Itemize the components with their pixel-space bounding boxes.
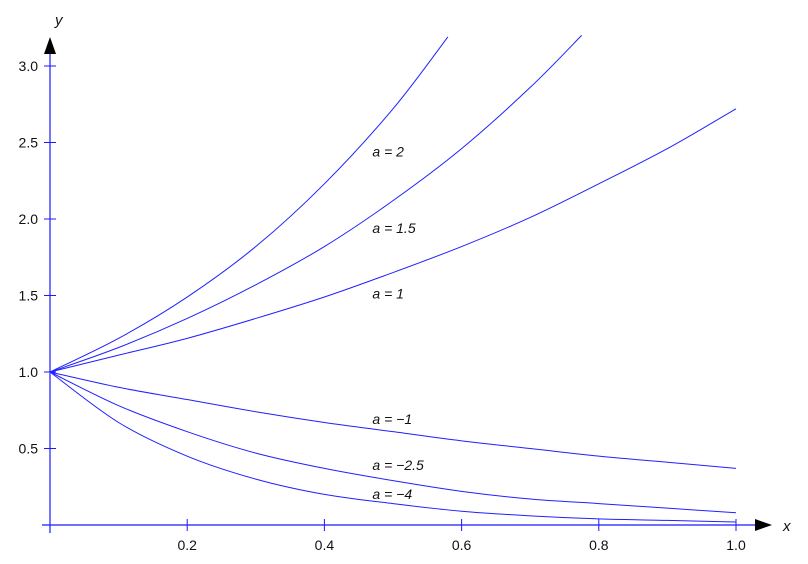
curve-label: a = 1.5 [372, 220, 415, 236]
curve-line [49, 371, 737, 514]
x-tick-label: 1.0 [726, 537, 746, 553]
y-tick-label: 0.5 [19, 441, 39, 457]
x-tick-label: 0.2 [177, 537, 197, 553]
curve-label: a = −1 [372, 411, 412, 427]
y-tick-label: 1.5 [19, 288, 39, 304]
curve-line [49, 36, 449, 373]
curve-labels: a = 2 a = 1.5 a = 1 a = −1 a = −2.5 a = −4 [372, 143, 424, 502]
ticks: 0.2 0.4 0.6 0.8 1.0 0.5 1.0 1.5 2.0 2.5 3.0 [19, 58, 746, 553]
y-tick-label: 2.0 [19, 211, 39, 227]
curve-line [49, 108, 737, 373]
curve-label: a = 2 [372, 143, 404, 159]
x-axis-arrow-icon [755, 519, 772, 531]
curve-line [49, 35, 583, 373]
y-axis-arrow-icon [44, 37, 56, 54]
y-tick-label: 3.0 [19, 58, 39, 74]
curve-line [49, 371, 737, 523]
x-tick-label: 0.4 [315, 537, 335, 553]
y-tick-label: 2.5 [19, 135, 39, 151]
x-axis-title: x [782, 518, 791, 535]
x-tick-label: 0.6 [452, 537, 472, 553]
x-tick-label: 0.8 [589, 537, 609, 553]
curves [49, 35, 737, 523]
curve-line [49, 371, 737, 469]
axes [42, 37, 772, 533]
curve-label: a = −4 [372, 486, 412, 502]
y-axis-title: y [54, 12, 64, 29]
curve-label: a = 1 [372, 286, 404, 302]
curve-label: a = −2.5 [372, 457, 424, 473]
y-tick-label: 1.0 [19, 364, 39, 380]
